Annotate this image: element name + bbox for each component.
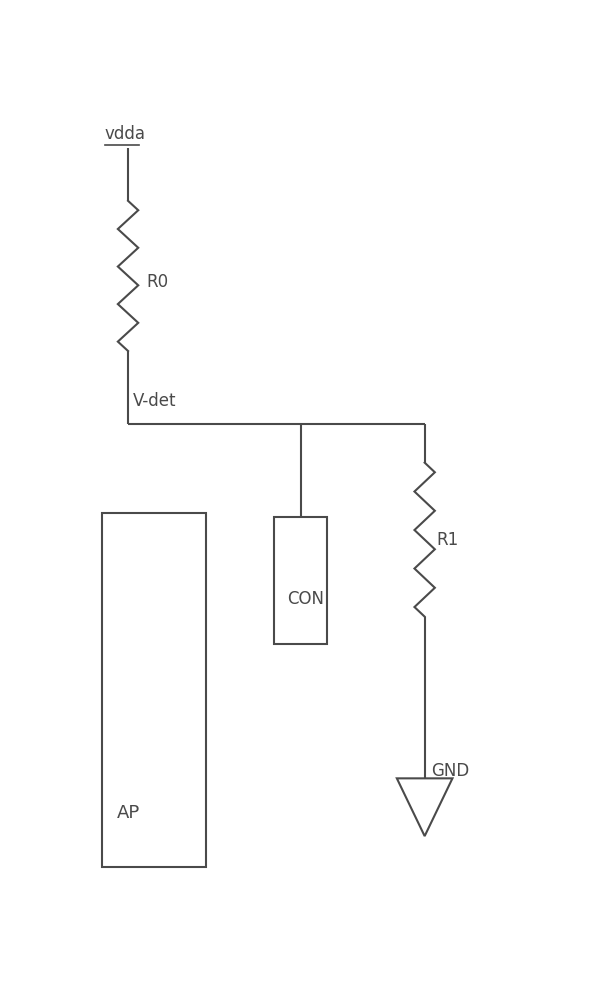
Text: R1: R1: [437, 531, 459, 549]
Text: GND: GND: [432, 762, 470, 780]
Text: vdda: vdda: [105, 125, 146, 143]
Bar: [274, 517, 327, 644]
Bar: [102, 513, 206, 867]
Text: V-det: V-det: [133, 392, 176, 410]
Text: CON: CON: [288, 590, 324, 608]
Text: R0: R0: [147, 273, 169, 291]
Text: AP: AP: [117, 804, 140, 822]
